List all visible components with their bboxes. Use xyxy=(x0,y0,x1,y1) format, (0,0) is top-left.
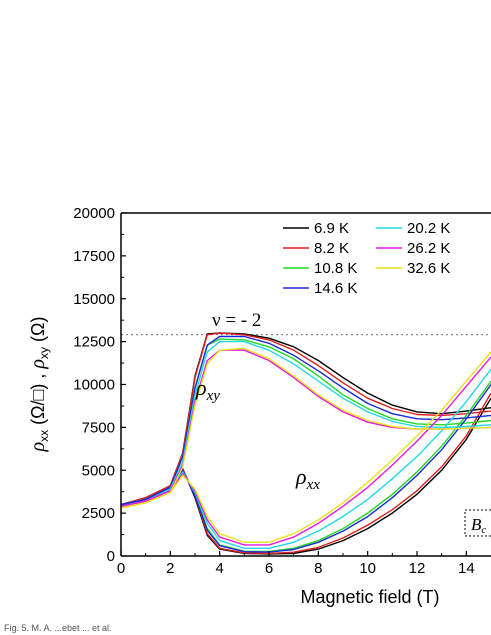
x-axis-title: Magnetic field (T) xyxy=(300,587,439,607)
y-tick-label: 7500 xyxy=(82,419,115,436)
figure-caption: Fig. 5. M. A. ...ebet ... et al. xyxy=(4,623,112,633)
x-tick-label: 10 xyxy=(359,560,376,577)
bc-box xyxy=(464,509,491,537)
legend-label: 20.2 K xyxy=(407,220,450,237)
rho-xx-label: ρxx xyxy=(295,464,320,493)
y-tick-label: 17500 xyxy=(73,248,115,265)
series-rho-xy-32-6-k xyxy=(121,347,491,509)
x-tick-label: 14 xyxy=(458,560,475,577)
y-tick-label: 20000 xyxy=(73,205,115,222)
legend-label: 10.8 K xyxy=(314,260,357,277)
series-rho-xx-20-2-k xyxy=(121,368,491,549)
x-tick-label: 8 xyxy=(314,560,322,577)
nu-label: ν = - 2 xyxy=(212,310,261,331)
x-tick-label: 6 xyxy=(265,560,273,577)
y-tick-label: 2500 xyxy=(82,505,115,522)
series-rho-xx-14-6-k xyxy=(121,384,491,553)
legend-label: 14.6 K xyxy=(314,280,357,297)
series-rho-xy-14-6-k xyxy=(121,335,491,506)
legend-label: 6.9 K xyxy=(314,220,349,237)
y-tick-label: 0 xyxy=(107,548,115,565)
y-axis-title: ρxx (Ω/□) , ρxy (Ω) xyxy=(27,317,51,453)
y-tick-label: 5000 xyxy=(82,462,115,479)
x-tick-label: 0 xyxy=(117,560,125,577)
series-rho-xx-32-6-k xyxy=(121,351,491,543)
series-rho-xy-20-2-k xyxy=(121,340,491,507)
rho-xy-label: ρxy xyxy=(195,375,220,404)
y-tick-label: 15000 xyxy=(73,291,115,308)
x-tick-label: 2 xyxy=(166,560,174,577)
bc-label: Bc xyxy=(471,515,486,536)
series-rho-xy-8-2-k xyxy=(121,332,491,506)
x-tick-label: 4 xyxy=(215,560,223,577)
series-rho-xx-26-2-k xyxy=(121,356,491,546)
x-tick-label: 12 xyxy=(409,560,426,577)
legend-label: 26.2 K xyxy=(407,240,450,257)
y-tick-label: 12500 xyxy=(73,334,115,351)
legend-label: 8.2 K xyxy=(314,240,349,257)
legend-label: 32.6 K xyxy=(407,260,450,277)
y-tick-label: 10000 xyxy=(73,377,115,394)
